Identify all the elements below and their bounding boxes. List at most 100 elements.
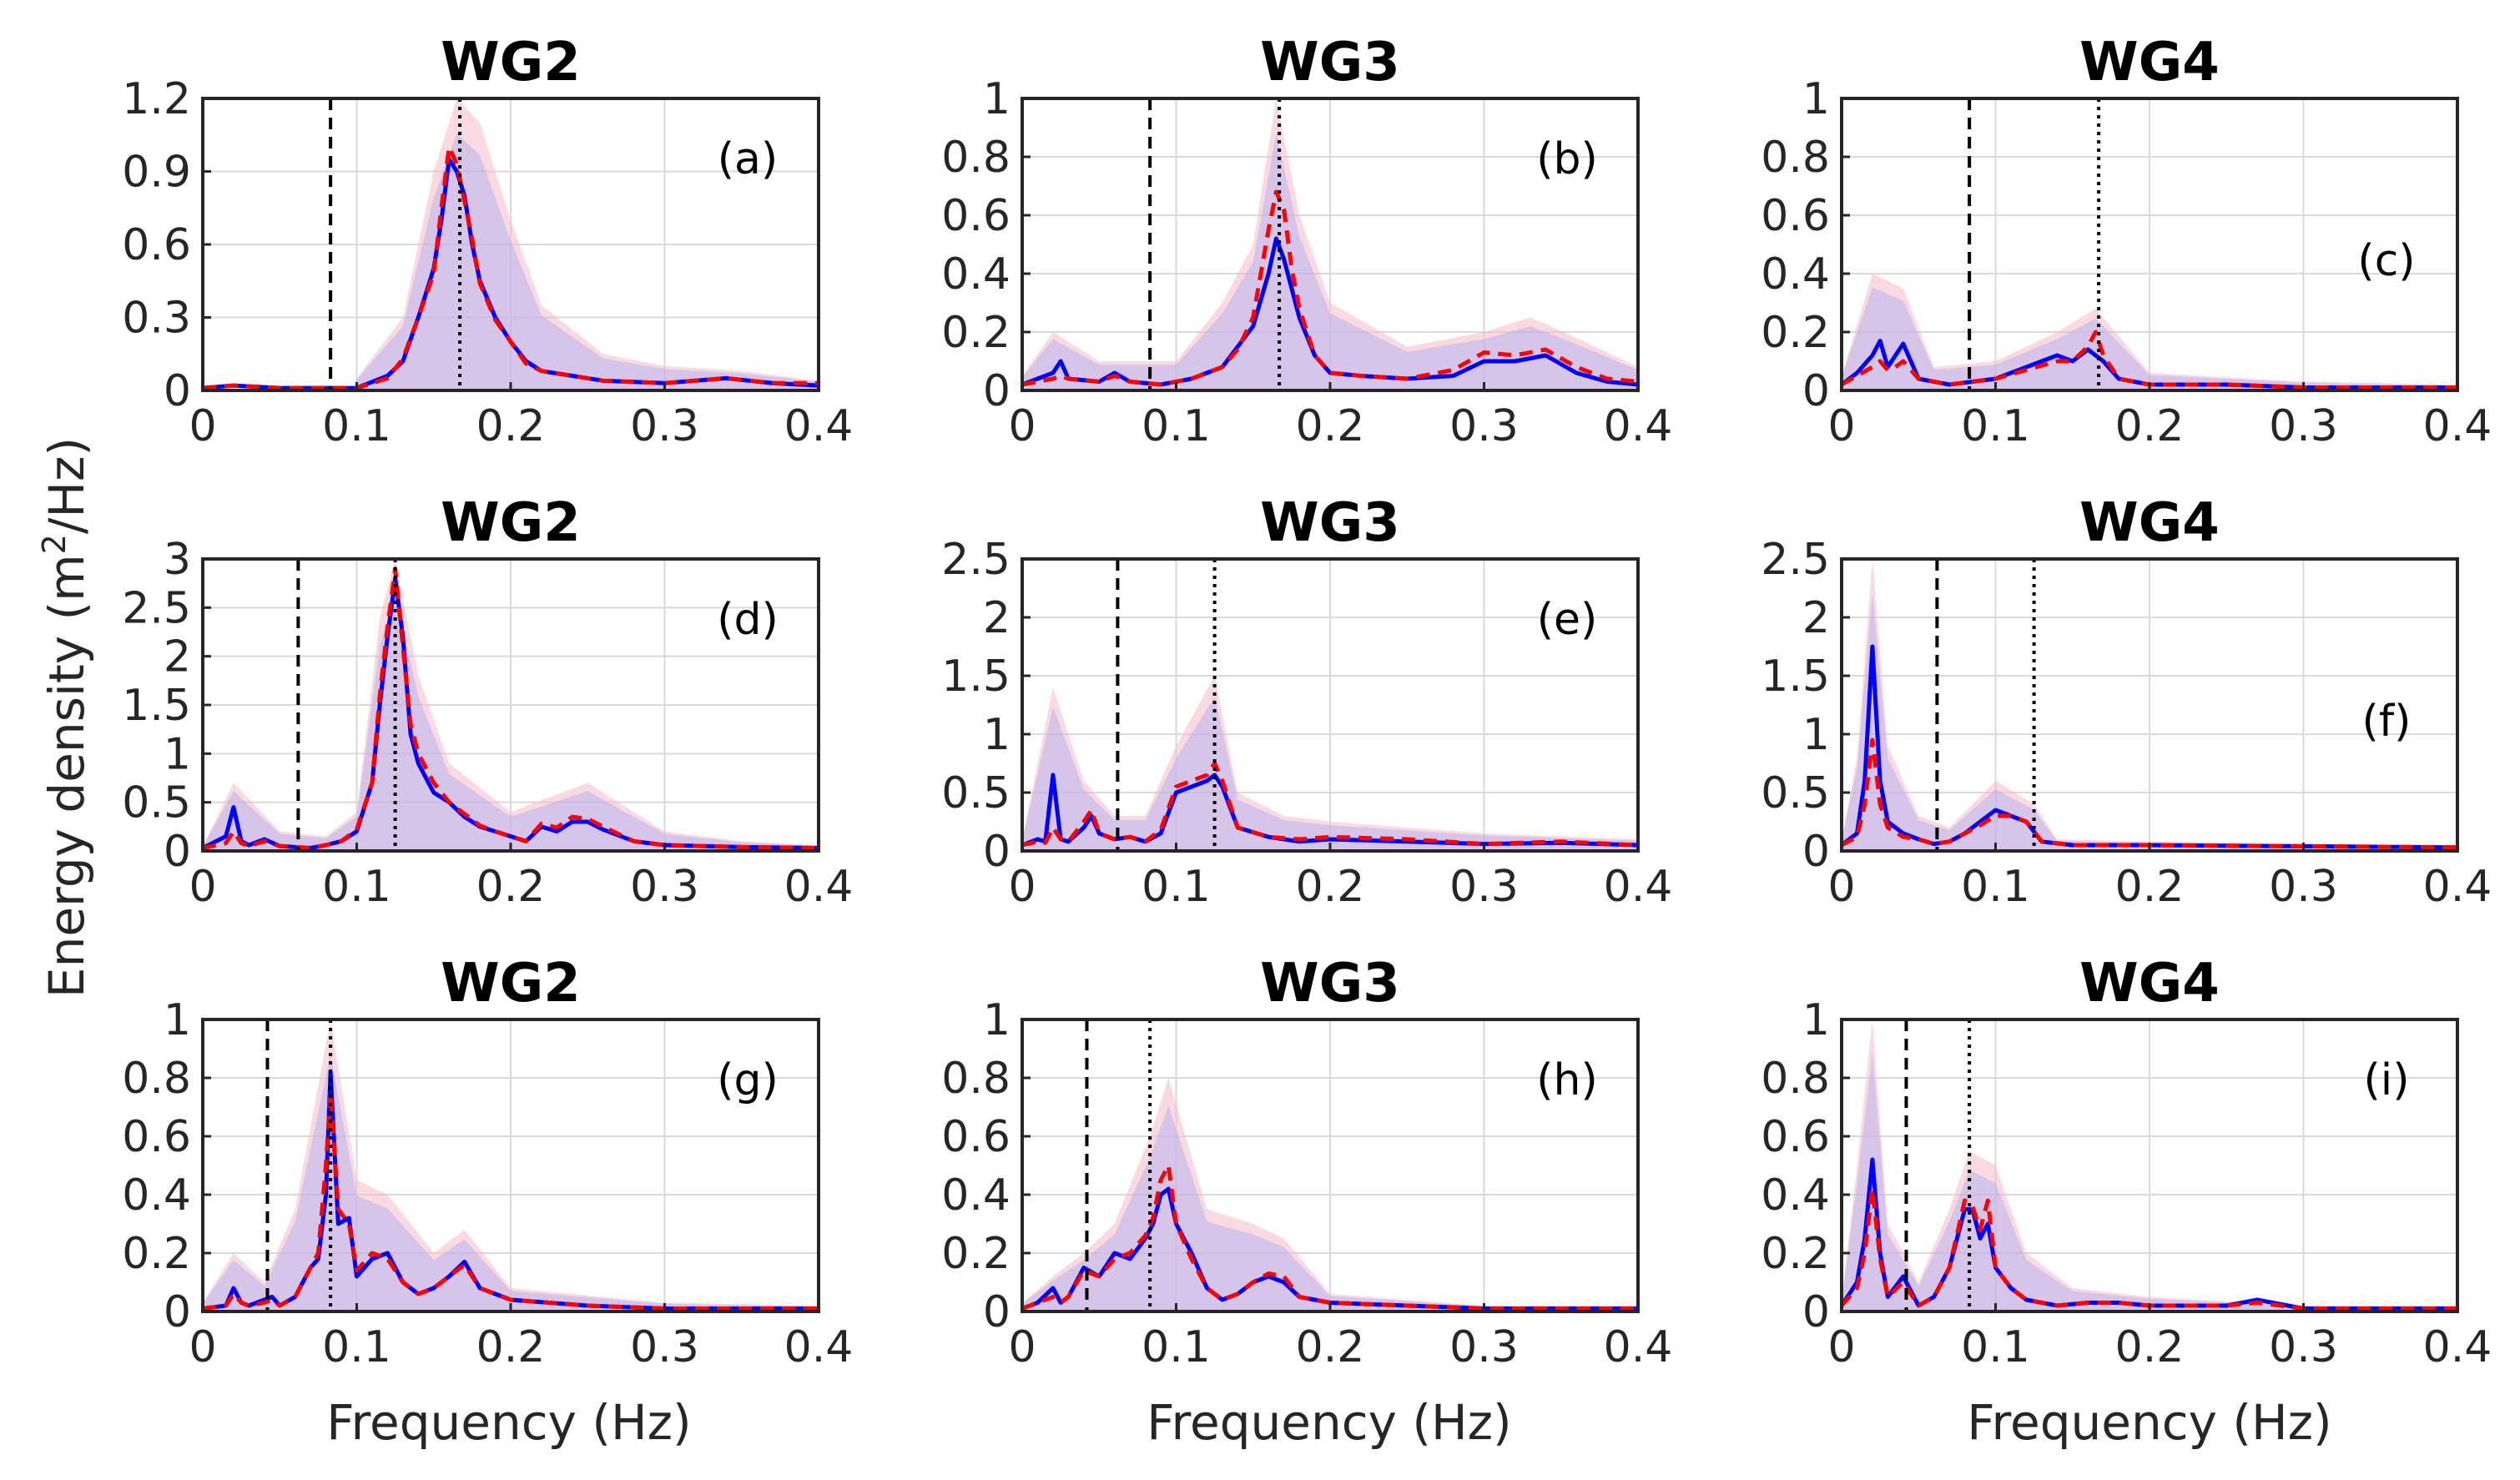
- x-tick-label: 0.3: [2269, 401, 2338, 451]
- x-tick-label: 0.3: [2269, 862, 2338, 912]
- uncertainty-band-red: [203, 1019, 819, 1311]
- y-tick-label: 0.6: [122, 220, 191, 270]
- x-tick-label: 0.3: [630, 1322, 699, 1372]
- x-tick-label: 0: [189, 1322, 216, 1372]
- x-tick-label: 0: [1827, 862, 1855, 912]
- plot-content: [203, 1019, 819, 1311]
- y-tick-label: 0.2: [941, 1229, 1011, 1279]
- x-tick-label: 0.4: [2423, 862, 2492, 912]
- panel-title: WG3: [1260, 492, 1400, 554]
- uncertainty-band-blue: [1842, 594, 2457, 851]
- uncertainty-band-red: [1842, 559, 2457, 851]
- series-line-solid: [1842, 644, 2457, 850]
- x-tick-label: 0.1: [1142, 862, 1211, 912]
- series-line-dashed: [1022, 1163, 1638, 1311]
- y-tick-label: 0.8: [1761, 1054, 1830, 1104]
- y-tick-label: 0.3: [122, 294, 191, 344]
- plot-content: [1022, 1019, 1638, 1311]
- x-tick-label: 0.2: [476, 862, 546, 912]
- x-tick-label: 0.1: [1142, 401, 1211, 451]
- x-tick-label: 0.4: [784, 1322, 854, 1372]
- x-axis-label-col2: Frequency (Hz): [1147, 1394, 1511, 1451]
- panel-i: 0 0.1 0.2 0.3 0.4 0 0.2 0.4 0.6 0.8 1 WG4 (i): [1761, 953, 2492, 1372]
- x-axis-label-col1: Frequency (Hz): [326, 1394, 691, 1451]
- uncertainty-band-blue: [1842, 287, 2457, 390]
- y-tick-label: 0.8: [1761, 133, 1830, 183]
- y-tick-label: 0: [983, 827, 1011, 877]
- y-tick-label: 0.5: [1761, 768, 1830, 818]
- y-tick-label: 2: [1802, 593, 1830, 643]
- x-tick-label: 0.4: [1604, 401, 1673, 451]
- panel-title: WG4: [2079, 32, 2220, 93]
- panel-annotation: (h): [1536, 1055, 1598, 1105]
- x-tick-label: 0.2: [2115, 1322, 2185, 1372]
- x-tick-label: 0.1: [322, 401, 391, 451]
- plot-content: [1842, 98, 2457, 390]
- y-tick-label: 1.5: [1761, 652, 1830, 702]
- x-tick-label: 0.3: [1449, 1322, 1519, 1372]
- y-tick-label: 0.6: [122, 1112, 191, 1162]
- x-tick-label: 0.2: [2115, 862, 2185, 912]
- uncertainty-band-blue: [1842, 1055, 2457, 1311]
- y-axis-label: Energy density (m2/Hz): [36, 437, 95, 998]
- uncertainty-band-red: [203, 559, 819, 851]
- x-tick-label: 0.4: [2423, 401, 2492, 451]
- plot-content: [203, 559, 819, 851]
- y-tick-label: 1: [1802, 710, 1830, 760]
- panel-title: WG2: [441, 492, 581, 554]
- y-tick-label: 0.6: [941, 1112, 1011, 1162]
- panel-a: 0 0.1 0.2 0.3 0.4 0 0.3 0.6 0.9 1.2 WG2 (a): [122, 32, 853, 451]
- y-tick-label: 0.8: [122, 1054, 191, 1104]
- uncertainty-band-red: [356, 98, 819, 390]
- panel-b: 0 0.1 0.2 0.3 0.4 0 0.2 0.4 0.6 0.8 1 WG3 (b): [941, 32, 1672, 451]
- y-tick-label: 0: [164, 1287, 191, 1337]
- x-tick-label: 0: [1827, 1322, 1855, 1372]
- x-tick-label: 0.3: [1449, 862, 1519, 912]
- x-tick-label: 0.1: [322, 862, 391, 912]
- series-line-dashed: [1842, 330, 2457, 390]
- x-tick-label: 0.2: [476, 401, 546, 451]
- y-tick-label: 0.2: [1761, 308, 1830, 358]
- uncertainty-band-blue: [203, 594, 819, 851]
- y-tick-label: 0: [983, 1287, 1011, 1337]
- series-line-dashed: [1022, 761, 1638, 848]
- uncertainty-band-red: [1022, 676, 1638, 851]
- uncertainty-band-blue: [1022, 1105, 1638, 1311]
- x-tick-label: 0: [1008, 1322, 1036, 1372]
- panel-title: WG4: [2079, 953, 2220, 1014]
- panel-c: 0 0.1 0.2 0.3 0.4 0 0.2 0.4 0.6 0.8 1 WG4 (c): [1761, 32, 2492, 451]
- y-tick-label: 1: [983, 74, 1011, 124]
- plot-content: [1022, 98, 1638, 390]
- x-tick-label: 0.2: [1296, 401, 1365, 451]
- y-tick-label: 0.6: [1761, 191, 1830, 241]
- y-tick-label: 0.4: [941, 249, 1011, 300]
- y-tick-label: 0.4: [1761, 249, 1830, 300]
- y-tick-label: 1: [1802, 74, 1830, 124]
- y-tick-label: 2: [164, 632, 191, 682]
- panel-annotation: (i): [2363, 1055, 2409, 1105]
- uncertainty-band-red: [1022, 1078, 1638, 1311]
- series-line-dashed: [1842, 1186, 2457, 1311]
- x-tick-label: 0: [189, 401, 216, 451]
- panel-annotation: (g): [717, 1055, 779, 1105]
- uncertainty-band-blue: [1022, 133, 1638, 390]
- plot-content: [1022, 559, 1638, 851]
- y-tick-label: 2.5: [122, 583, 191, 633]
- y-tick-label: 0.2: [122, 1229, 191, 1279]
- y-tick-label: 0: [1802, 1287, 1830, 1337]
- y-tick-label: 0.6: [941, 191, 1011, 241]
- series-line-dashed: [203, 1090, 819, 1311]
- x-tick-label: 0.4: [1604, 862, 1673, 912]
- x-tick-label: 0.2: [1296, 862, 1365, 912]
- panel-g: 0 0.1 0.2 0.3 0.4 0 0.2 0.4 0.6 0.8 1 WG2 (g): [122, 953, 853, 1372]
- x-tick-label: 0.1: [322, 1322, 391, 1372]
- y-tick-label: 0: [983, 366, 1011, 416]
- x-tick-label: 0.4: [2423, 1322, 2492, 1372]
- y-tick-label: 0.4: [1761, 1170, 1830, 1221]
- x-tick-label: 0.4: [784, 401, 854, 451]
- y-tick-label: 2.5: [941, 535, 1011, 585]
- y-tick-label: 0.4: [941, 1170, 1011, 1221]
- panel-title: WG4: [2079, 492, 2220, 554]
- y-tick-label: 0.4: [122, 1170, 191, 1221]
